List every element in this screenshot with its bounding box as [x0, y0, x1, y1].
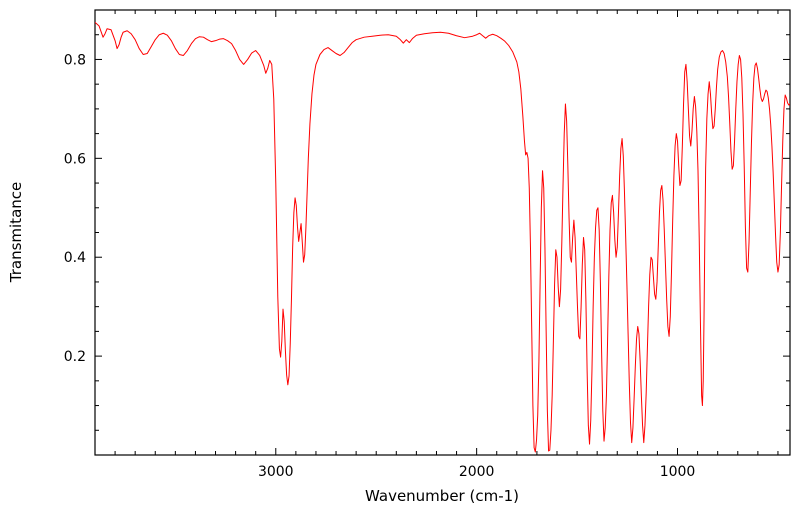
x-tick-label: 1000	[660, 464, 696, 480]
x-axis-label: Wavenumber (cm-1)	[365, 487, 519, 505]
tick-labels: 3000 2000 1000 0.2 0.4 0.6 0.8	[64, 52, 696, 480]
x-tick-label: 3000	[258, 464, 294, 480]
spectrum-line	[95, 21, 790, 453]
minor-ticks	[94, 10, 790, 455]
plot-border	[94, 9, 791, 456]
x-tick-label: 2000	[459, 464, 495, 480]
major-ticks	[95, 10, 790, 455]
y-tick-label: 0.8	[64, 52, 86, 68]
y-tick-label: 0.2	[64, 349, 86, 365]
y-tick-label: 0.6	[64, 151, 86, 167]
y-axis-label: Transmitance	[7, 182, 25, 283]
y-tick-label: 0.4	[64, 250, 86, 266]
